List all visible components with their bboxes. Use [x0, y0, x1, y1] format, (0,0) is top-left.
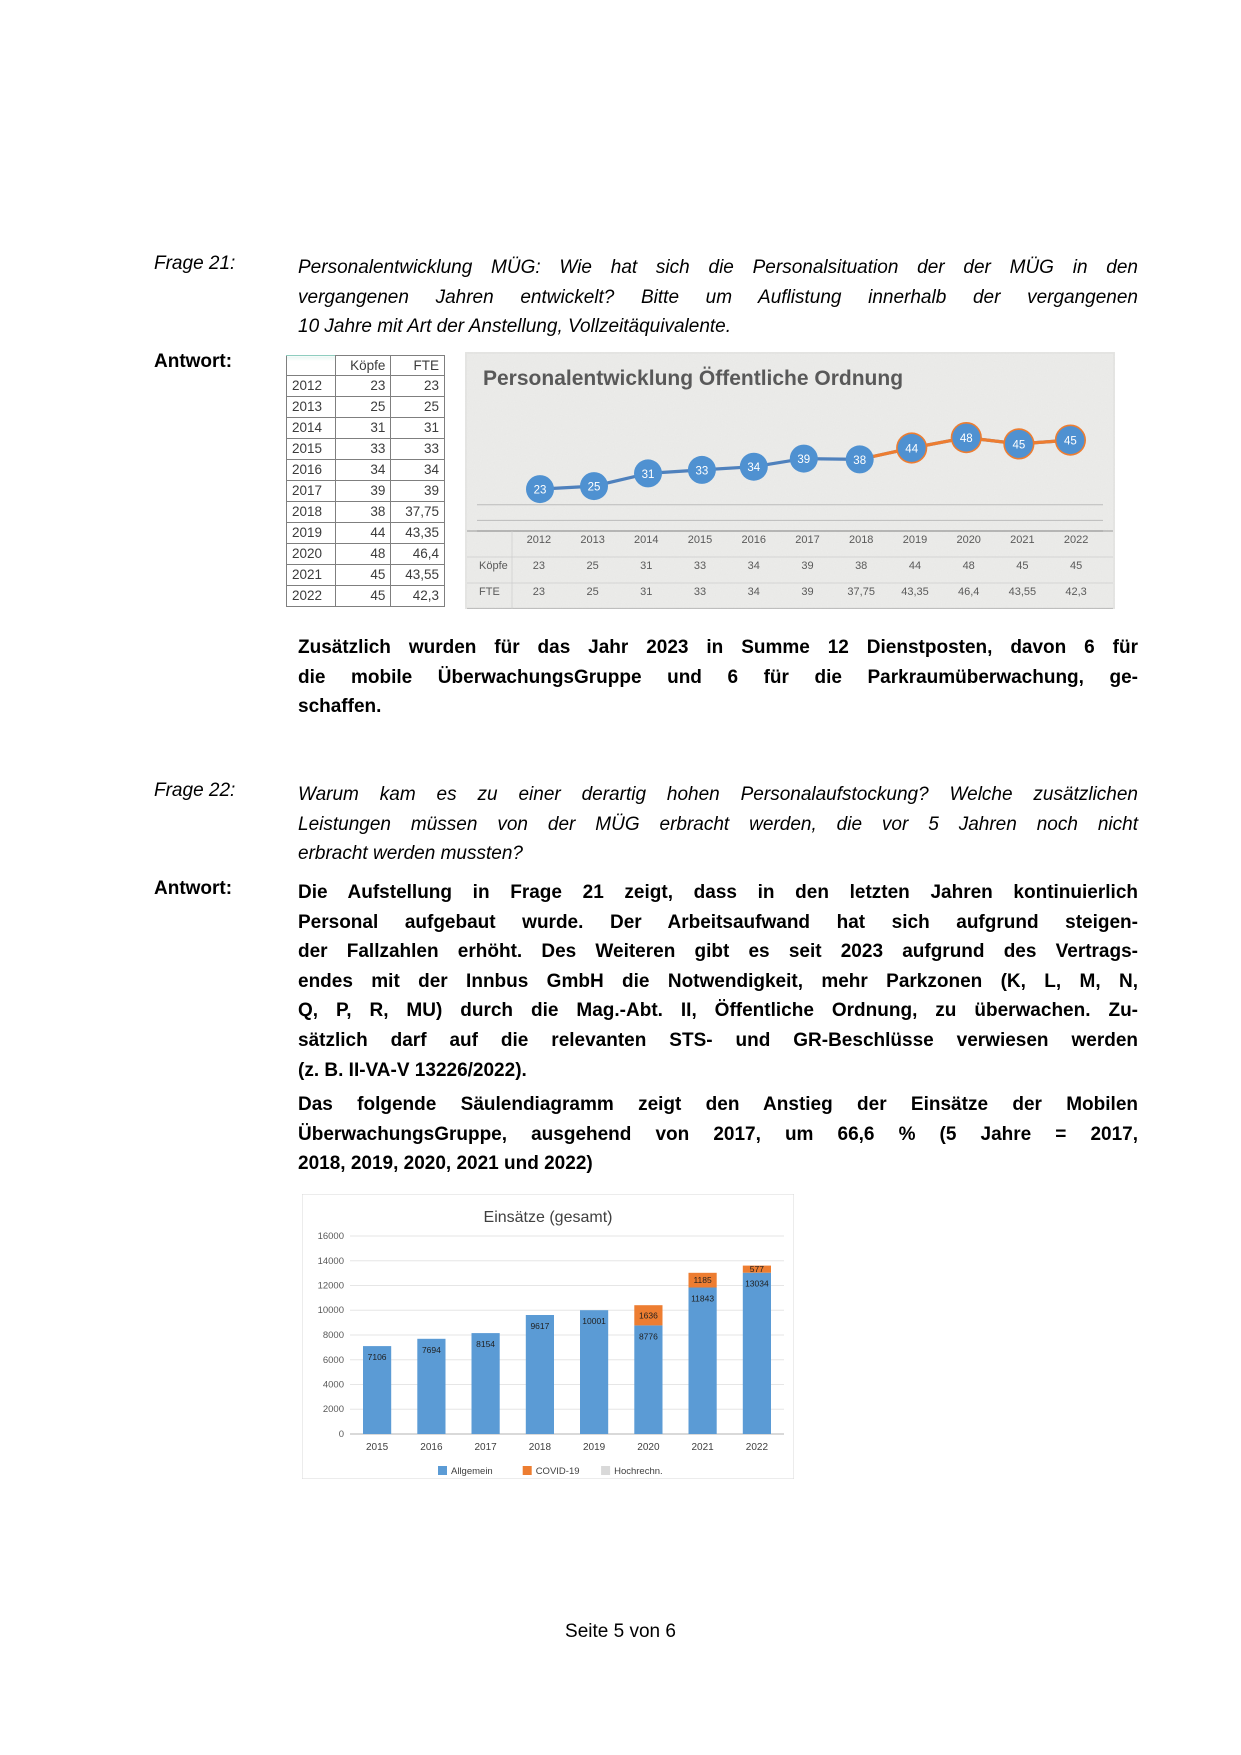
svg-text:2021: 2021	[691, 1442, 714, 1453]
svg-text:Einsätze (gesamt): Einsätze (gesamt)	[484, 1209, 613, 1226]
svg-text:25: 25	[586, 586, 598, 598]
svg-text:48: 48	[963, 560, 975, 572]
svg-text:25: 25	[586, 560, 598, 572]
svg-text:577: 577	[750, 1264, 764, 1274]
svg-text:8000: 8000	[323, 1330, 344, 1341]
svg-text:38: 38	[855, 560, 867, 572]
svg-text:7106: 7106	[368, 1352, 387, 1362]
svg-text:8776: 8776	[639, 1331, 658, 1341]
svg-text:10000: 10000	[318, 1305, 344, 1316]
svg-text:2018: 2018	[529, 1442, 552, 1453]
svg-text:44: 44	[909, 560, 921, 572]
svg-text:2016: 2016	[420, 1442, 443, 1453]
svg-text:2012: 2012	[527, 534, 551, 546]
svg-text:9617: 9617	[530, 1321, 549, 1331]
svg-text:34: 34	[748, 586, 760, 598]
svg-text:Köpfe: Köpfe	[479, 560, 508, 572]
svg-text:4000: 4000	[323, 1380, 344, 1391]
svg-text:2017: 2017	[474, 1442, 497, 1453]
svg-text:0: 0	[339, 1429, 344, 1440]
svg-text:11843: 11843	[691, 1293, 714, 1303]
svg-text:25: 25	[588, 482, 601, 494]
svg-text:2013: 2013	[580, 534, 604, 546]
svg-text:39: 39	[797, 454, 810, 466]
svg-text:8154: 8154	[476, 1339, 495, 1349]
svg-text:2019: 2019	[903, 534, 927, 546]
svg-text:39: 39	[801, 586, 813, 598]
svg-text:45: 45	[1064, 436, 1077, 448]
svg-text:45: 45	[1070, 560, 1082, 572]
svg-text:1636: 1636	[639, 1310, 658, 1320]
svg-text:45: 45	[1013, 439, 1026, 451]
svg-text:37,75: 37,75	[847, 586, 875, 598]
svg-text:Hochrechn.: Hochrechn.	[614, 1466, 663, 1477]
svg-text:43,55: 43,55	[1009, 586, 1037, 598]
svg-text:2016: 2016	[742, 534, 766, 546]
svg-text:2020: 2020	[956, 534, 980, 546]
svg-text:2018: 2018	[849, 534, 873, 546]
svg-text:2022: 2022	[746, 1442, 769, 1453]
svg-text:7694: 7694	[422, 1345, 441, 1355]
svg-text:43,35: 43,35	[901, 586, 929, 598]
svg-text:FTE: FTE	[479, 586, 500, 598]
svg-text:23: 23	[533, 560, 545, 572]
svg-text:14000: 14000	[318, 1256, 344, 1267]
svg-text:33: 33	[696, 465, 709, 477]
svg-text:Allgemein: Allgemein	[451, 1466, 493, 1477]
svg-text:2019: 2019	[583, 1442, 606, 1453]
svg-text:42,3: 42,3	[1065, 586, 1086, 598]
svg-text:34: 34	[747, 462, 760, 474]
svg-text:45: 45	[1016, 560, 1028, 572]
svg-text:33: 33	[694, 586, 706, 598]
svg-text:2014: 2014	[634, 534, 658, 546]
svg-text:2020: 2020	[637, 1442, 660, 1453]
svg-text:44: 44	[905, 444, 918, 456]
svg-text:23: 23	[533, 586, 545, 598]
svg-text:38: 38	[853, 455, 866, 467]
svg-text:2015: 2015	[366, 1442, 389, 1453]
svg-text:31: 31	[640, 560, 652, 572]
svg-text:34: 34	[748, 560, 760, 572]
svg-text:39: 39	[801, 560, 813, 572]
svg-text:16000: 16000	[318, 1231, 344, 1242]
svg-text:2000: 2000	[323, 1404, 344, 1415]
svg-text:31: 31	[640, 586, 652, 598]
svg-text:2015: 2015	[688, 534, 712, 546]
svg-text:12000: 12000	[318, 1281, 344, 1292]
svg-text:10001: 10001	[582, 1316, 606, 1326]
svg-text:Personalentwicklung Öffentlich: Personalentwicklung Öffentliche Ordnung	[483, 367, 903, 390]
svg-text:31: 31	[642, 469, 655, 481]
svg-text:33: 33	[694, 560, 706, 572]
svg-text:6000: 6000	[323, 1355, 344, 1366]
svg-text:2022: 2022	[1064, 534, 1088, 546]
svg-text:13034: 13034	[745, 1279, 769, 1289]
svg-text:46,4: 46,4	[958, 586, 979, 598]
svg-text:23: 23	[534, 485, 547, 497]
svg-text:48: 48	[960, 433, 973, 445]
svg-text:1185: 1185	[693, 1275, 712, 1285]
svg-text:2017: 2017	[795, 534, 819, 546]
svg-text:COVID-19: COVID-19	[536, 1466, 580, 1477]
svg-text:2021: 2021	[1010, 534, 1034, 546]
